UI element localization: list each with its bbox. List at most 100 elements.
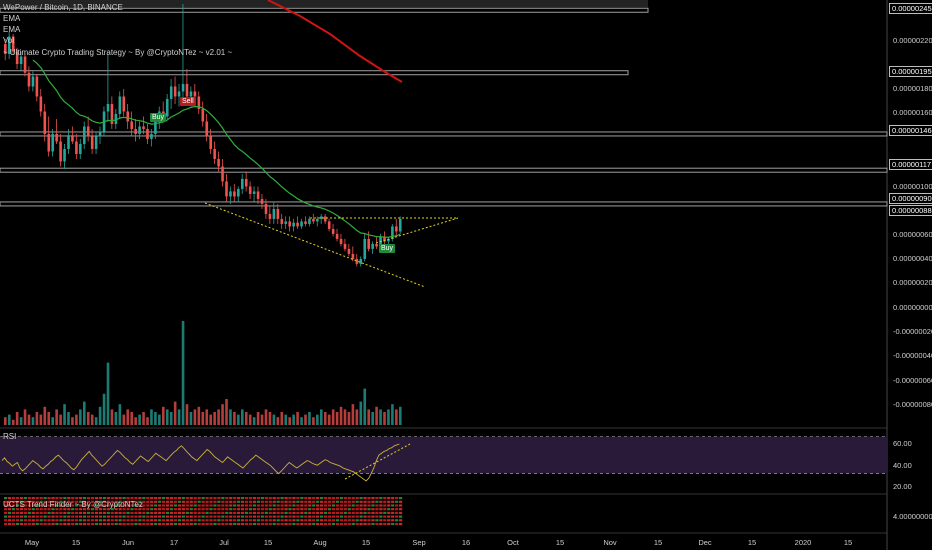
candle-body bbox=[75, 141, 78, 154]
candle-body bbox=[126, 111, 130, 122]
ema-indicator-label-2[interactable]: EMA bbox=[3, 25, 21, 34]
volume-indicator-label[interactable]: Vol bbox=[3, 36, 15, 45]
trend-finder-cell bbox=[114, 522, 118, 526]
trend-finder-cell bbox=[312, 500, 316, 503]
trend-finder-cell bbox=[347, 504, 351, 507]
trend-finder-cell bbox=[189, 508, 193, 511]
trend-finder-cell bbox=[110, 504, 114, 507]
trend-finder-cell bbox=[165, 497, 170, 500]
rsi-pane-label[interactable]: RSI bbox=[3, 432, 17, 441]
trend-finder-cell bbox=[102, 511, 106, 514]
volume-bar bbox=[126, 409, 130, 425]
candle-body bbox=[193, 91, 197, 97]
trend-finder-cell bbox=[150, 497, 154, 500]
trend-finder-cell bbox=[86, 500, 91, 503]
trend-finder-cell bbox=[387, 515, 391, 518]
price-tick: 0.00000040 bbox=[893, 254, 932, 263]
volume-bar bbox=[363, 388, 367, 425]
trend-finder-cell bbox=[126, 519, 130, 522]
trend-finder-cell bbox=[150, 519, 154, 522]
trend-finder-cell bbox=[347, 522, 351, 526]
strategy-label[interactable]: ~ Ultimate Crypto Trading Strategy ~ By … bbox=[3, 48, 233, 57]
trend-finder-cell bbox=[395, 508, 399, 511]
trend-finder-cell bbox=[15, 508, 20, 511]
trend-finder-cell bbox=[98, 497, 102, 500]
trend-finder-cell bbox=[47, 500, 51, 503]
trend-finder-label[interactable]: UCTS Trend Finder ~ By @CryptoNTez bbox=[3, 500, 143, 509]
trend-finder-cell bbox=[71, 500, 75, 503]
trend-finder-cell bbox=[359, 500, 363, 503]
trend-finder-cell bbox=[371, 497, 375, 500]
volume-bar bbox=[260, 414, 264, 425]
volume-bar bbox=[355, 409, 359, 425]
ema-indicator-label[interactable]: EMA bbox=[3, 14, 21, 23]
candle-body bbox=[343, 243, 347, 249]
trend-finder-cell bbox=[134, 522, 138, 526]
trend-finder-cell bbox=[248, 504, 253, 507]
trend-finder-cell bbox=[197, 508, 201, 511]
trend-finder-cell bbox=[106, 500, 110, 503]
price-level-marker: 0.00000195 bbox=[889, 66, 932, 77]
volume-bar bbox=[276, 417, 280, 425]
volume-bar bbox=[335, 412, 339, 425]
volume-bar bbox=[55, 409, 58, 425]
trend-finder-cell bbox=[193, 522, 197, 526]
trend-finder-cell bbox=[162, 511, 166, 514]
rsi-tick: 20.00 bbox=[893, 482, 912, 491]
trend-finder-cell bbox=[138, 508, 142, 511]
trend-finder-cell bbox=[169, 497, 174, 500]
trend-finder-cell bbox=[264, 519, 268, 522]
trend-finder-cell bbox=[268, 500, 272, 503]
sell-signal-badge: Sell bbox=[180, 97, 196, 106]
trend-finder-cell bbox=[308, 522, 312, 526]
trend-finder-cell bbox=[94, 504, 99, 507]
candle-body bbox=[181, 83, 185, 92]
trend-finder-cell bbox=[4, 497, 8, 500]
trend-finder-cell bbox=[201, 508, 205, 511]
trend-finder-cell bbox=[154, 500, 158, 503]
trend-finder-cell bbox=[217, 515, 221, 518]
trend-finder-cell bbox=[323, 504, 328, 507]
trend-finder-cell bbox=[126, 497, 130, 500]
trend-finder-cell bbox=[237, 500, 241, 503]
trend-finder-cell bbox=[272, 511, 276, 514]
trend-finder-cell bbox=[79, 497, 83, 500]
price-tick: 0.00000100 bbox=[893, 182, 932, 191]
trend-finder-cell bbox=[359, 522, 363, 526]
candle-body bbox=[98, 131, 102, 137]
trend-finder-cell bbox=[229, 497, 233, 500]
trend-finder-cell bbox=[327, 515, 332, 518]
volume-bar bbox=[130, 412, 133, 425]
volume-bar bbox=[35, 412, 39, 425]
trend-finder-cell bbox=[150, 515, 154, 518]
trend-finder-cell bbox=[229, 522, 233, 526]
trend-finder-cell bbox=[193, 511, 197, 514]
trend-finder-cell bbox=[51, 497, 55, 500]
trend-finder-cell bbox=[284, 522, 288, 526]
trend-finder-cell bbox=[126, 500, 130, 503]
trend-finder-cell bbox=[237, 508, 241, 511]
candle-body bbox=[110, 103, 114, 124]
trend-finder-cell bbox=[181, 500, 185, 503]
trend-finder-cell bbox=[27, 497, 31, 500]
trend-finder-cell bbox=[367, 500, 371, 503]
trend-finder-cell bbox=[323, 522, 328, 526]
trend-finder-cell bbox=[296, 497, 300, 500]
candle-body bbox=[229, 191, 232, 197]
volume-bar bbox=[316, 414, 319, 425]
trend-finder-cell bbox=[94, 497, 99, 500]
volume-bar bbox=[244, 412, 248, 425]
trend-finder-cell bbox=[138, 515, 142, 518]
trend-finder-cell bbox=[241, 519, 245, 522]
trend-finder-cell bbox=[213, 497, 217, 500]
trend-finder-cell bbox=[177, 511, 181, 514]
trend-finder-cell bbox=[138, 511, 142, 514]
trend-finder-cell bbox=[225, 497, 229, 500]
candle-body bbox=[122, 96, 126, 112]
trend-finder-cell bbox=[197, 504, 201, 507]
trend-finder-cell bbox=[335, 519, 339, 522]
trend-finder-cell bbox=[256, 515, 260, 518]
price-level-marker: 0.00000245 bbox=[889, 3, 932, 14]
volume-bar bbox=[308, 412, 311, 425]
